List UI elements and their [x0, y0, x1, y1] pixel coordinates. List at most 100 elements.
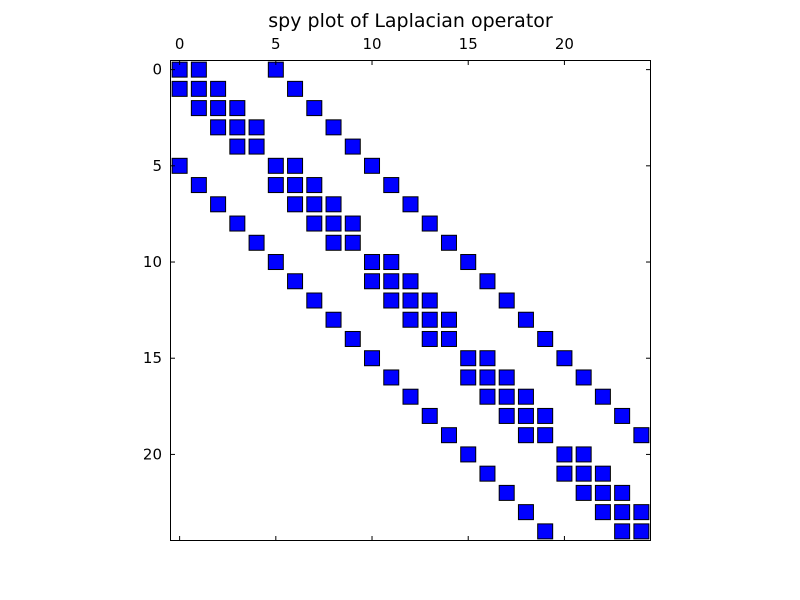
- nonzero-marker: [517, 311, 534, 328]
- nonzero-marker: [364, 350, 381, 367]
- y-tick-label: 20: [143, 445, 162, 463]
- nonzero-marker: [402, 311, 419, 328]
- nonzero-marker: [325, 196, 342, 213]
- nonzero-marker: [364, 157, 381, 174]
- nonzero-marker: [614, 504, 631, 521]
- nonzero-marker: [575, 369, 592, 386]
- x-tick-label: 20: [555, 35, 574, 53]
- nonzero-marker: [614, 407, 631, 424]
- nonzero-marker: [517, 407, 534, 424]
- nonzero-marker: [306, 292, 323, 309]
- nonzero-marker: [421, 215, 438, 232]
- y-tick-label: 15: [143, 349, 162, 367]
- nonzero-marker: [248, 234, 265, 251]
- nonzero-marker: [190, 177, 207, 194]
- x-tick-label: 5: [271, 35, 281, 53]
- nonzero-marker: [229, 119, 246, 136]
- nonzero-marker: [440, 427, 457, 444]
- nonzero-marker: [498, 407, 515, 424]
- nonzero-marker: [306, 100, 323, 117]
- nonzero-marker: [325, 215, 342, 232]
- nonzero-marker: [383, 369, 400, 386]
- nonzero-marker: [287, 196, 304, 213]
- nonzero-marker: [210, 119, 227, 136]
- nonzero-marker: [229, 138, 246, 155]
- nonzero-marker: [306, 215, 323, 232]
- nonzero-marker: [479, 350, 496, 367]
- nonzero-marker: [383, 273, 400, 290]
- nonzero-marker: [325, 234, 342, 251]
- nonzero-marker: [440, 234, 457, 251]
- nonzero-marker: [248, 138, 265, 155]
- nonzero-marker: [633, 504, 650, 521]
- nonzero-marker: [190, 61, 207, 78]
- nonzero-marker: [594, 465, 611, 482]
- y-tick-label: 0: [152, 61, 162, 79]
- nonzero-marker: [402, 196, 419, 213]
- nonzero-marker: [344, 234, 361, 251]
- nonzero-marker: [633, 523, 650, 540]
- nonzero-marker: [383, 177, 400, 194]
- nonzero-marker: [479, 369, 496, 386]
- nonzero-marker: [517, 388, 534, 405]
- nonzero-marker: [594, 504, 611, 521]
- nonzero-marker: [479, 273, 496, 290]
- chart-title: spy plot of Laplacian operator: [268, 10, 553, 32]
- x-tick-label: 10: [362, 35, 381, 53]
- nonzero-marker: [479, 465, 496, 482]
- nonzero-marker: [344, 215, 361, 232]
- nonzero-marker: [575, 484, 592, 501]
- nonzero-marker: [575, 446, 592, 463]
- nonzero-marker: [287, 80, 304, 97]
- nonzero-marker: [537, 523, 554, 540]
- nonzero-marker: [287, 273, 304, 290]
- nonzero-marker: [171, 80, 188, 97]
- nonzero-marker: [421, 311, 438, 328]
- nonzero-marker: [421, 292, 438, 309]
- nonzero-marker: [267, 157, 284, 174]
- nonzero-marker: [306, 177, 323, 194]
- plot-frame: [170, 60, 651, 541]
- nonzero-marker: [440, 330, 457, 347]
- nonzero-marker: [402, 388, 419, 405]
- nonzero-marker: [594, 388, 611, 405]
- nonzero-marker: [402, 292, 419, 309]
- nonzero-marker: [210, 100, 227, 117]
- x-tick-label: 0: [175, 35, 185, 53]
- nonzero-marker: [440, 311, 457, 328]
- nonzero-marker: [460, 254, 477, 271]
- y-tick-label: 5: [152, 157, 162, 175]
- nonzero-marker: [517, 504, 534, 521]
- nonzero-marker: [498, 484, 515, 501]
- nonzero-marker: [460, 369, 477, 386]
- nonzero-marker: [248, 119, 265, 136]
- nonzero-marker: [575, 465, 592, 482]
- nonzero-marker: [614, 523, 631, 540]
- nonzero-marker: [594, 484, 611, 501]
- nonzero-marker: [556, 465, 573, 482]
- nonzero-marker: [498, 369, 515, 386]
- nonzero-marker: [556, 446, 573, 463]
- y-tick-label: 10: [143, 253, 162, 271]
- nonzero-marker: [325, 311, 342, 328]
- nonzero-marker: [383, 254, 400, 271]
- nonzero-marker: [498, 388, 515, 405]
- nonzero-marker: [190, 100, 207, 117]
- nonzero-marker: [537, 427, 554, 444]
- nonzero-marker: [383, 292, 400, 309]
- nonzero-marker: [479, 388, 496, 405]
- nonzero-marker: [460, 446, 477, 463]
- nonzero-marker: [556, 350, 573, 367]
- nonzero-marker: [633, 427, 650, 444]
- nonzero-marker: [267, 177, 284, 194]
- nonzero-marker: [229, 100, 246, 117]
- nonzero-marker: [287, 177, 304, 194]
- nonzero-marker: [421, 407, 438, 424]
- nonzero-marker: [537, 330, 554, 347]
- nonzero-marker: [287, 157, 304, 174]
- nonzero-marker: [229, 215, 246, 232]
- nonzero-marker: [344, 330, 361, 347]
- nonzero-marker: [267, 254, 284, 271]
- nonzero-marker: [210, 80, 227, 97]
